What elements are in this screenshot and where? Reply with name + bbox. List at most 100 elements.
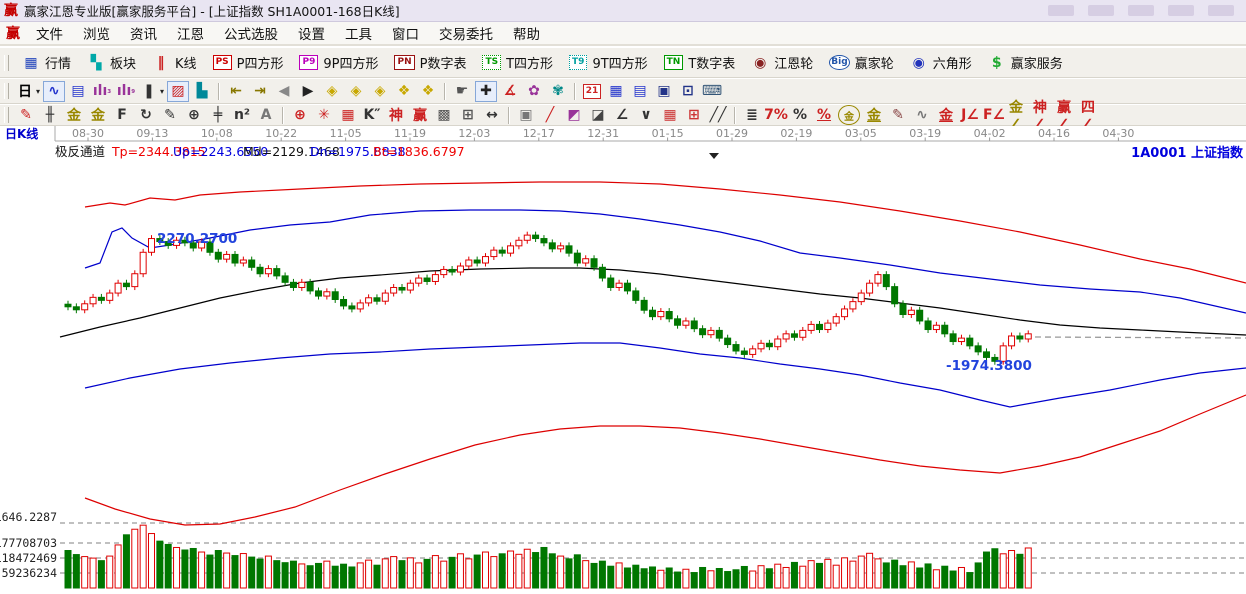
sectors-button[interactable]: ▚ 板块 (79, 51, 144, 74)
n2-tool[interactable]: n² (231, 106, 253, 125)
diamond-left-button[interactable]: ◈ (321, 81, 343, 102)
diamond-compress-button[interactable]: ❖ (393, 81, 415, 102)
window-control-icon[interactable] (1128, 5, 1154, 16)
window-control-icon[interactable] (1208, 5, 1234, 16)
wave-a-tool[interactable]: ∿ (911, 106, 933, 125)
wave-brain-button[interactable]: ✾ (547, 81, 569, 102)
brush-tool[interactable]: ✎ (15, 106, 37, 125)
pen2-tool[interactable]: ✎ (887, 106, 909, 125)
menu-item-5[interactable]: 设置 (298, 27, 325, 43)
protractor-tool-button[interactable]: ∡ (499, 81, 521, 102)
kline-chart[interactable]: 08-30 09-13 10-08 10-22 11-05 11-19 12-03 12-17… (0, 126, 1246, 590)
fan-dark-tool[interactable]: ◪ (587, 106, 609, 125)
export-button[interactable]: ⊡ (677, 81, 699, 102)
angle-lines-tool[interactable]: ∠ (611, 106, 633, 125)
zigzag-tool[interactable]: ∨ (635, 106, 657, 125)
prev-button[interactable]: ◀ (273, 81, 295, 102)
gann-circle-tool[interactable]: ⊕ (289, 106, 311, 125)
grid-123-tool[interactable]: ▩ (433, 106, 455, 125)
gold-line-tool[interactable]: 金 (863, 106, 885, 125)
menu-item-6[interactable]: 工具 (345, 27, 372, 43)
spiral-tool[interactable]: ↻ (135, 106, 157, 125)
diamond-all-button[interactable]: ❖ (417, 81, 439, 102)
circle-grid-tool[interactable]: ⊕ (183, 106, 205, 125)
next-button[interactable]: ▶ (297, 81, 319, 102)
p9-square-button[interactable]: P9 9P四方形 (291, 51, 386, 74)
gold-red-tool[interactable]: 金 (935, 106, 957, 125)
box-grid-tool[interactable]: ▦ (337, 106, 359, 125)
ying-grid-tool[interactable]: 赢 (409, 106, 431, 125)
gold-grid-tool[interactable]: 金 (63, 106, 85, 125)
window-control-icon[interactable] (1048, 5, 1074, 16)
hexagon-button[interactable]: ◉ 六角形 (902, 51, 980, 74)
toolbar-grip[interactable] (4, 107, 9, 123)
shen-grid-tool[interactable]: 神 (385, 106, 407, 125)
fan-box-tool[interactable]: ◩ (563, 106, 585, 125)
menu-item-7[interactable]: 窗口 (392, 27, 419, 43)
report-button[interactable]: ▤ (629, 81, 651, 102)
fan-red-tool[interactable]: ╱ (539, 106, 561, 125)
j-angle-tool[interactable]: J∠ (959, 106, 981, 125)
skip-to-start-button[interactable]: ⇤ (225, 81, 247, 102)
si-angle-tool[interactable]: 四∠ (1079, 100, 1101, 133)
red-grid-tool[interactable]: ▦ (659, 106, 681, 125)
calendar-button[interactable]: 21 (581, 81, 603, 102)
save-button[interactable]: ▣ (653, 81, 675, 102)
measure-tool[interactable]: ↔ (481, 106, 503, 125)
system-button[interactable]: ⌨ (701, 81, 723, 102)
p-number-button[interactable]: PN P数字表 (386, 51, 474, 74)
gold-circle-tool[interactable]: 金 (837, 105, 861, 125)
hand-tool-button[interactable]: ☛ (451, 81, 473, 102)
shen-angle-tool[interactable]: 神∠ (1031, 100, 1053, 133)
star-grid-tool[interactable]: ✳ (313, 106, 335, 125)
percent-tool[interactable]: % (789, 106, 811, 125)
grid-dots-tool[interactable]: ⊞ (457, 106, 479, 125)
menu-item-8[interactable]: 交易委托 (439, 27, 493, 43)
p-square-button[interactable]: PS P四方形 (205, 51, 292, 74)
menu-item-3[interactable]: 江恩 (177, 27, 204, 43)
ladder-tool[interactable]: ≣ (741, 106, 763, 125)
calculator-button[interactable]: ▦ (605, 81, 627, 102)
t-square-button[interactable]: TS T四方形 (474, 51, 561, 74)
pattern-tool-button[interactable]: ▨ (167, 80, 190, 102)
percent7-tool[interactable]: 7% (764, 106, 788, 125)
chart-area[interactable]: 08-30 09-13 10-08 10-22 11-05 11-19 12-03 12-17… (0, 126, 1246, 590)
menu-item-0[interactable]: 文件 (36, 27, 63, 43)
red-grid-box-tool[interactable]: ⊞ (683, 106, 705, 125)
grid-tool[interactable]: ╫ (39, 106, 61, 125)
menu-item-1[interactable]: 浏览 (83, 27, 110, 43)
crosshair-tool-button[interactable]: ✚ (475, 80, 498, 102)
gold-angle-tool[interactable]: 金∠ (1007, 100, 1029, 133)
menu-item-9[interactable]: 帮助 (513, 27, 540, 43)
toolbar-grip[interactable] (4, 83, 9, 99)
f-grid-tool[interactable]: F (111, 106, 133, 125)
skip-to-end-button[interactable]: ⇥ (249, 81, 271, 102)
quotes-button[interactable]: ▦ 行情 (14, 51, 79, 74)
window-control-icon[interactable] (1168, 5, 1194, 16)
notes-button[interactable]: ▤ (67, 81, 89, 102)
gann-wheel-button[interactable]: ◉ 江恩轮 (743, 51, 821, 74)
kline-button[interactable]: ‖ K线 (144, 51, 205, 74)
gold-grid2-tool[interactable]: 金 (87, 106, 109, 125)
hist9-button[interactable]: ılı ₉ (115, 81, 137, 102)
k-note-tool[interactable]: K″ (361, 106, 383, 125)
toolbar-grip[interactable] (4, 54, 9, 71)
slant-lines-tool[interactable]: ╱╱ (707, 106, 729, 125)
grid2-tool[interactable]: ╪ (207, 106, 229, 125)
hist3-button[interactable]: ılı ₃ (91, 81, 113, 102)
menu-item-4[interactable]: 公式选股 (224, 27, 278, 43)
winner-wheel-button[interactable]: Big 赢家轮 (821, 51, 901, 74)
diamond-expand-button[interactable]: ◈ (369, 81, 391, 102)
profile-chart-button[interactable]: ▙ (191, 81, 213, 102)
winner-service-button[interactable]: $ 赢家服务 (980, 51, 1071, 74)
a-line-tool[interactable]: A (255, 106, 277, 125)
window-controls[interactable] (1048, 5, 1234, 16)
window-control-icon[interactable] (1088, 5, 1114, 16)
diamond-right-button[interactable]: ◈ (345, 81, 367, 102)
t-number-button[interactable]: TN T数字表 (656, 51, 744, 74)
gann-shape-button[interactable]: ✿ (523, 81, 545, 102)
candle-style-dropdown[interactable]: ❚ ▾ (139, 81, 165, 102)
t9-square-button[interactable]: T9 9T四方形 (561, 51, 656, 74)
f-angle-tool[interactable]: F∠ (983, 106, 1005, 125)
percent-line-tool[interactable]: % (813, 106, 835, 125)
